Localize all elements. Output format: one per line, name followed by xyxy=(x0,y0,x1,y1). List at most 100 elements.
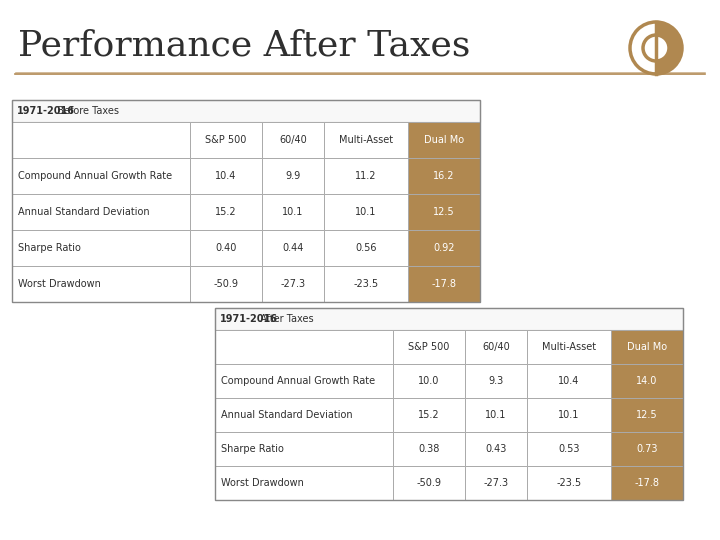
Text: 12.5: 12.5 xyxy=(636,410,658,420)
Text: 0.43: 0.43 xyxy=(485,444,507,454)
Bar xyxy=(262,194,324,230)
Bar xyxy=(465,466,527,500)
Text: 60/40: 60/40 xyxy=(482,342,510,352)
Bar xyxy=(465,330,527,364)
Text: 16.2: 16.2 xyxy=(433,171,455,181)
Text: 14.0: 14.0 xyxy=(636,376,657,386)
Bar xyxy=(611,330,683,364)
Bar xyxy=(215,398,393,432)
Bar xyxy=(393,364,465,398)
Bar xyxy=(465,432,527,466)
Bar xyxy=(527,364,611,398)
Bar xyxy=(611,432,683,466)
Bar xyxy=(527,432,611,466)
Text: 0.73: 0.73 xyxy=(636,444,658,454)
Bar xyxy=(215,466,393,500)
Text: 0.44: 0.44 xyxy=(282,243,304,253)
Text: -50.9: -50.9 xyxy=(214,279,238,289)
Text: 15.2: 15.2 xyxy=(215,207,237,217)
Text: Dual Mo: Dual Mo xyxy=(627,342,667,352)
Bar xyxy=(408,266,480,302)
Text: Before Taxes: Before Taxes xyxy=(51,106,119,116)
Text: 10.1: 10.1 xyxy=(558,410,580,420)
Bar xyxy=(527,330,611,364)
Bar xyxy=(408,122,480,158)
Text: 10.4: 10.4 xyxy=(215,171,237,181)
Bar xyxy=(611,398,683,432)
Text: S&P 500: S&P 500 xyxy=(205,135,247,145)
Text: 10.1: 10.1 xyxy=(282,207,304,217)
Bar xyxy=(465,364,527,398)
Bar xyxy=(215,308,683,330)
Bar xyxy=(190,158,262,194)
Text: S&P 500: S&P 500 xyxy=(408,342,450,352)
Text: Compound Annual Growth Rate: Compound Annual Growth Rate xyxy=(18,171,172,181)
Text: 11.2: 11.2 xyxy=(355,171,377,181)
Text: Dual Mo: Dual Mo xyxy=(424,135,464,145)
Text: Multi-Asset: Multi-Asset xyxy=(542,342,596,352)
Text: 1971-2016: 1971-2016 xyxy=(17,106,75,116)
Bar xyxy=(393,466,465,500)
Bar xyxy=(324,266,408,302)
Bar xyxy=(12,122,190,158)
Bar xyxy=(393,330,465,364)
Text: 9.3: 9.3 xyxy=(488,376,503,386)
Bar xyxy=(262,230,324,266)
Text: After Taxes: After Taxes xyxy=(254,314,314,324)
Text: 0.38: 0.38 xyxy=(418,444,440,454)
Bar xyxy=(215,308,683,500)
Text: 1971-2016: 1971-2016 xyxy=(220,314,278,324)
Text: 0.92: 0.92 xyxy=(433,243,455,253)
Text: -23.5: -23.5 xyxy=(557,478,582,488)
Text: Sharpe Ratio: Sharpe Ratio xyxy=(221,444,284,454)
Bar xyxy=(262,266,324,302)
Bar xyxy=(324,158,408,194)
Text: -50.9: -50.9 xyxy=(416,478,441,488)
Bar xyxy=(12,100,480,122)
Bar xyxy=(262,158,324,194)
Bar xyxy=(262,122,324,158)
Bar xyxy=(215,364,393,398)
Text: -17.8: -17.8 xyxy=(431,279,456,289)
Text: Annual Standard Deviation: Annual Standard Deviation xyxy=(18,207,150,217)
Text: 15.2: 15.2 xyxy=(418,410,440,420)
Text: -27.3: -27.3 xyxy=(483,478,508,488)
Bar xyxy=(393,398,465,432)
Bar xyxy=(12,230,190,266)
Bar xyxy=(611,466,683,500)
Text: 0.53: 0.53 xyxy=(558,444,580,454)
Text: Compound Annual Growth Rate: Compound Annual Growth Rate xyxy=(221,376,375,386)
Bar xyxy=(465,398,527,432)
Bar xyxy=(190,194,262,230)
Bar xyxy=(611,364,683,398)
Text: -23.5: -23.5 xyxy=(354,279,379,289)
Text: 9.9: 9.9 xyxy=(285,171,301,181)
Bar xyxy=(190,266,262,302)
Bar xyxy=(324,194,408,230)
Text: 10.4: 10.4 xyxy=(558,376,580,386)
Bar xyxy=(190,230,262,266)
Bar xyxy=(215,432,393,466)
Text: -17.8: -17.8 xyxy=(634,478,660,488)
Bar xyxy=(527,466,611,500)
Text: Worst Drawdown: Worst Drawdown xyxy=(18,279,101,289)
Bar xyxy=(12,100,480,302)
Text: 10.1: 10.1 xyxy=(355,207,377,217)
Text: Worst Drawdown: Worst Drawdown xyxy=(221,478,304,488)
Bar xyxy=(527,398,611,432)
Bar xyxy=(12,266,190,302)
Bar xyxy=(215,330,393,364)
Bar xyxy=(408,158,480,194)
Circle shape xyxy=(643,35,669,61)
Bar xyxy=(324,122,408,158)
Text: -27.3: -27.3 xyxy=(280,279,305,289)
Bar xyxy=(393,432,465,466)
Text: 10.1: 10.1 xyxy=(485,410,507,420)
Text: 60/40: 60/40 xyxy=(279,135,307,145)
Text: 0.40: 0.40 xyxy=(215,243,237,253)
Text: 0.56: 0.56 xyxy=(355,243,377,253)
Bar xyxy=(408,230,480,266)
Text: Multi-Asset: Multi-Asset xyxy=(339,135,393,145)
Bar xyxy=(408,194,480,230)
Text: Sharpe Ratio: Sharpe Ratio xyxy=(18,243,81,253)
